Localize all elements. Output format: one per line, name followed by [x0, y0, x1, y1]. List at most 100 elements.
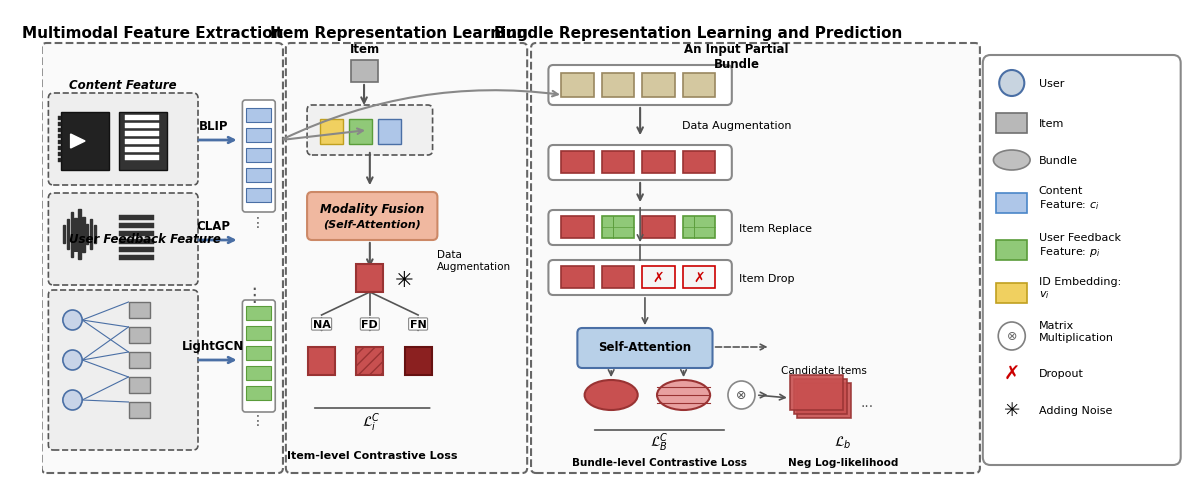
Text: Bundle Representation Learning and Prediction: Bundle Representation Learning and Predi… [494, 26, 902, 41]
Bar [58, 153, 61, 156]
Text: Item Replace: Item Replace [738, 224, 811, 233]
Text: Data
Augmentation: Data Augmentation [438, 250, 511, 271]
Ellipse shape [658, 380, 710, 410]
Bar [348, 120, 372, 144]
Text: User: User [1039, 79, 1064, 89]
Bar [119, 248, 154, 252]
Bar [246, 386, 271, 400]
Bar [246, 129, 271, 143]
Bar [793, 379, 847, 414]
Bar [246, 306, 271, 320]
Circle shape [1000, 71, 1025, 97]
Bar [125, 132, 160, 137]
Text: Dropout: Dropout [1039, 368, 1084, 378]
Bar [996, 283, 1027, 303]
Text: ✳: ✳ [1003, 401, 1020, 420]
Bar [356, 347, 383, 375]
Bar [128, 402, 150, 418]
Bar [246, 149, 271, 163]
Text: Item-level Contrastive Loss: Item-level Contrastive Loss [287, 450, 457, 460]
Bar [642, 152, 674, 174]
Text: FD: FD [361, 319, 378, 329]
FancyBboxPatch shape [48, 290, 198, 450]
Bar [798, 383, 851, 418]
Text: (Self-Attention): (Self-Attention) [323, 219, 421, 229]
Bar [94, 226, 96, 243]
Bar [58, 129, 61, 133]
Text: $\mathcal{L}_B^C$: $\mathcal{L}_B^C$ [650, 431, 668, 453]
Text: Bundle: Bundle [1039, 156, 1078, 166]
Bar [119, 216, 154, 220]
FancyBboxPatch shape [548, 146, 732, 180]
Text: ⊗: ⊗ [737, 389, 746, 402]
Bar [125, 140, 160, 144]
Text: Item Representation Learning: Item Representation Learning [270, 26, 528, 41]
Bar [125, 148, 160, 153]
Bar [125, 156, 160, 161]
Text: User Feedback
Feature: $p_i$: User Feedback Feature: $p_i$ [1039, 232, 1121, 258]
Bar [601, 266, 635, 288]
Text: Bundle-level Contrastive Loss: Bundle-level Contrastive Loss [572, 457, 746, 467]
Text: Adding Noise: Adding Noise [1039, 405, 1112, 415]
Text: ⋮: ⋮ [245, 286, 264, 305]
Bar [246, 346, 271, 360]
Bar [119, 255, 154, 261]
Text: An Input Partial
Bundle: An Input Partial Bundle [684, 43, 788, 71]
Text: Matrix
Multiplication: Matrix Multiplication [1039, 321, 1114, 342]
Bar [308, 347, 335, 375]
Bar [62, 226, 65, 243]
Bar [683, 152, 715, 174]
Bar [58, 123, 61, 127]
Bar [560, 74, 594, 98]
Bar [560, 266, 594, 288]
Bar [128, 352, 150, 368]
Circle shape [728, 381, 755, 409]
Bar [119, 240, 154, 244]
Bar [128, 377, 150, 393]
Bar [404, 347, 432, 375]
Bar [246, 326, 271, 340]
FancyBboxPatch shape [548, 261, 732, 295]
Text: Candidate Items: Candidate Items [780, 365, 866, 375]
Bar [246, 189, 271, 203]
Text: Data Augmentation: Data Augmentation [682, 121, 792, 131]
Bar [601, 216, 635, 239]
Bar [996, 193, 1027, 214]
Text: $\mathcal{L}_b$: $\mathcal{L}_b$ [834, 434, 852, 450]
Bar [246, 109, 271, 123]
Bar [128, 327, 150, 343]
Bar [125, 124, 160, 129]
Bar [246, 168, 271, 182]
Text: $\mathcal{L}_i^C$: $\mathcal{L}_i^C$ [362, 411, 382, 433]
Bar [996, 114, 1027, 134]
Text: Modality Fusion: Modality Fusion [320, 203, 425, 216]
Bar [601, 74, 635, 98]
Bar [790, 375, 842, 410]
Text: Content
Feature: $c_i$: Content Feature: $c_i$ [1039, 186, 1099, 212]
FancyBboxPatch shape [532, 44, 980, 473]
Text: ...: ... [860, 395, 874, 409]
Bar [119, 231, 154, 237]
FancyBboxPatch shape [48, 193, 198, 286]
Bar [58, 159, 61, 163]
Bar [58, 135, 61, 139]
Text: Item: Item [1039, 119, 1064, 129]
Text: User Feedback Feature: User Feedback Feature [68, 232, 221, 245]
Bar [58, 117, 61, 121]
FancyBboxPatch shape [242, 101, 275, 213]
Ellipse shape [994, 151, 1030, 171]
Ellipse shape [584, 380, 637, 410]
Bar [125, 116, 160, 121]
Bar [58, 147, 61, 151]
Text: NA: NA [313, 319, 330, 329]
Text: Multimodal Feature Extraction: Multimodal Feature Extraction [22, 26, 283, 41]
Text: LightGCN: LightGCN [182, 339, 245, 352]
Bar [642, 74, 674, 98]
Circle shape [998, 323, 1025, 350]
Text: Item: Item [350, 43, 380, 56]
Bar [642, 266, 674, 288]
FancyBboxPatch shape [307, 192, 438, 240]
Text: FN: FN [409, 319, 426, 329]
Bar [119, 113, 167, 171]
Text: ✗: ✗ [653, 270, 665, 285]
